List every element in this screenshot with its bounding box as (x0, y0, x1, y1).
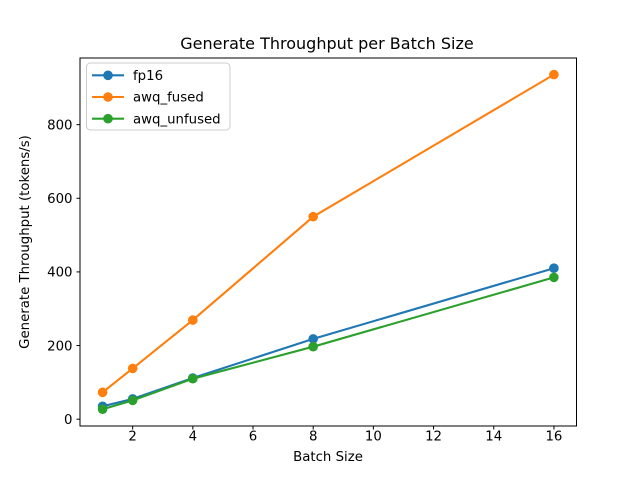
legend-box (86, 62, 231, 131)
axes-spines (79, 57, 577, 427)
series-group (97, 69, 559, 415)
x-tick-label: 4 (189, 430, 197, 445)
legend-label-fp16: fp16 (133, 69, 163, 84)
x-tick-label: 10 (365, 430, 382, 445)
legend-label-awq_fused: awq_fused (133, 91, 204, 106)
x-tick-label: 8 (309, 430, 317, 445)
x-axis-label: Batch Size (293, 450, 363, 465)
legend-label-awq_unfused: awq_unfused (133, 112, 221, 127)
series-marker-awq_fused (549, 69, 559, 80)
series-marker-awq_fused (308, 211, 319, 222)
y-tick-label: 600 (47, 192, 72, 207)
x-tick-label: 6 (249, 430, 257, 445)
x-tick-label: 16 (545, 430, 562, 445)
series-marker-awq_fused (188, 315, 198, 325)
series-marker-awq_unfused (97, 404, 108, 415)
x-tick-label: 12 (425, 430, 442, 445)
y-tick-label: 400 (47, 266, 72, 281)
y-axis-label: Generate Throughput (tokens/s) (18, 135, 33, 349)
series-marker-awq_unfused (188, 373, 198, 384)
y-tick-label: 200 (47, 339, 72, 354)
series-marker-awq_unfused (127, 395, 138, 406)
series-marker-awq_unfused (549, 272, 559, 283)
legend-marker-awq_unfused (103, 113, 113, 124)
y-tick-label: 0 (64, 413, 72, 428)
legend: fp16 awq_fused awq_unfused (86, 62, 231, 131)
legend-marker-fp16 (103, 70, 113, 81)
y-tick-label: 800 (47, 118, 72, 133)
x-tick-label: 2 (128, 430, 136, 445)
series-marker-fp16 (308, 334, 319, 344)
axes: 2 4 6 8 10 12 14 16 0 200 400 600 800 (47, 57, 577, 445)
x-tick-label: 14 (485, 430, 502, 445)
legend-marker-awq_fused (103, 92, 113, 102)
series-marker-awq_fused (127, 363, 138, 374)
chart-title: Generate Throughput per Batch Size (180, 34, 473, 53)
series-marker-awq_fused (97, 387, 108, 398)
series-marker-awq_unfused (308, 341, 319, 352)
series-marker-fp16 (549, 263, 559, 274)
